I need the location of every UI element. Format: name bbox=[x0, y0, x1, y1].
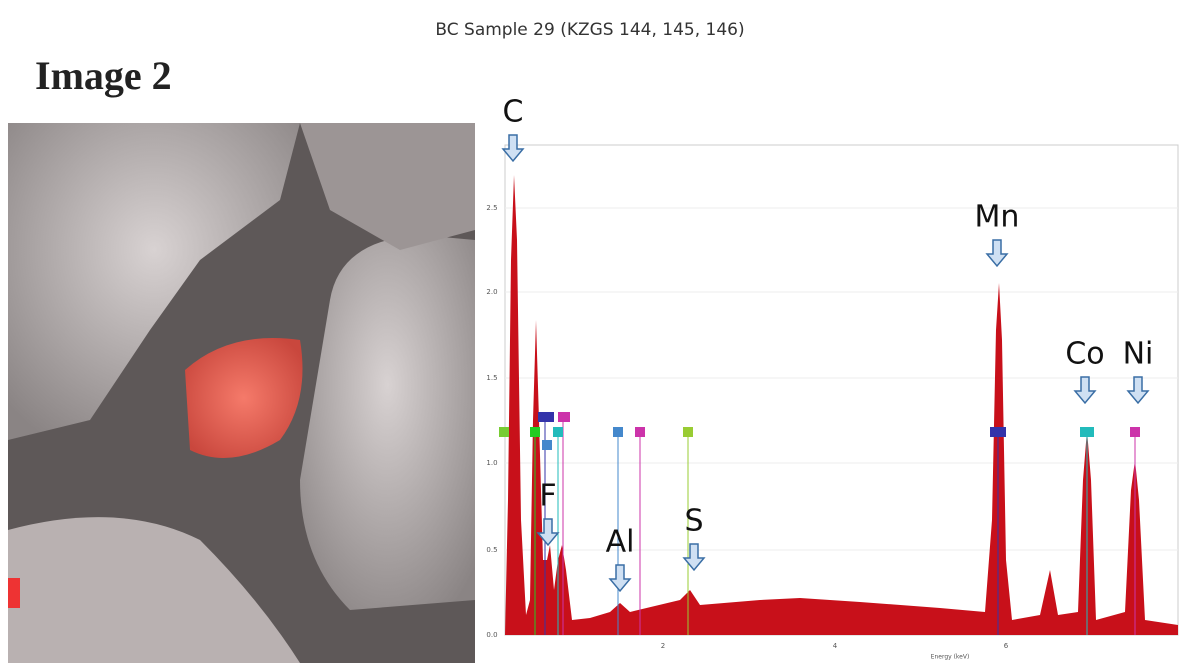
y-tick-label: 2.5 bbox=[486, 204, 497, 212]
peak-label: Ni bbox=[1123, 337, 1154, 372]
spectrum bbox=[499, 144, 1179, 636]
x-tick-label: 6 bbox=[1004, 642, 1009, 650]
peak-arrow bbox=[985, 239, 1009, 268]
peak-label: S bbox=[684, 504, 703, 539]
y-tick-label: 0.0 bbox=[486, 631, 497, 639]
peak-label: F bbox=[539, 479, 556, 514]
peak-label: C bbox=[503, 95, 524, 130]
peak-arrow bbox=[501, 134, 525, 163]
y-tick-label: 1.5 bbox=[486, 374, 497, 382]
y-tick-label: 2.0 bbox=[486, 288, 497, 296]
image-label: Image 2 bbox=[35, 53, 172, 98]
peak-label: Al bbox=[606, 525, 635, 560]
peak-arrow bbox=[608, 564, 632, 593]
x-axis-label: Energy (keV) bbox=[931, 654, 970, 661]
peak-arrow bbox=[536, 518, 560, 547]
peak-arrow bbox=[1073, 376, 1097, 405]
x-tick-label: 4 bbox=[833, 642, 838, 650]
x-tick-label: 2 bbox=[661, 642, 665, 650]
title: BC Sample 29 (KZGS 144, 145, 146) bbox=[435, 20, 744, 40]
y-tick-label: 0.5 bbox=[486, 546, 497, 554]
peak-arrow bbox=[682, 543, 706, 572]
y-tick-label: 1.0 bbox=[486, 459, 497, 467]
sem-image bbox=[8, 123, 475, 663]
peak-label: Co bbox=[1065, 337, 1104, 372]
peak-label: Mn bbox=[975, 200, 1020, 235]
peak-arrow bbox=[1126, 376, 1150, 405]
